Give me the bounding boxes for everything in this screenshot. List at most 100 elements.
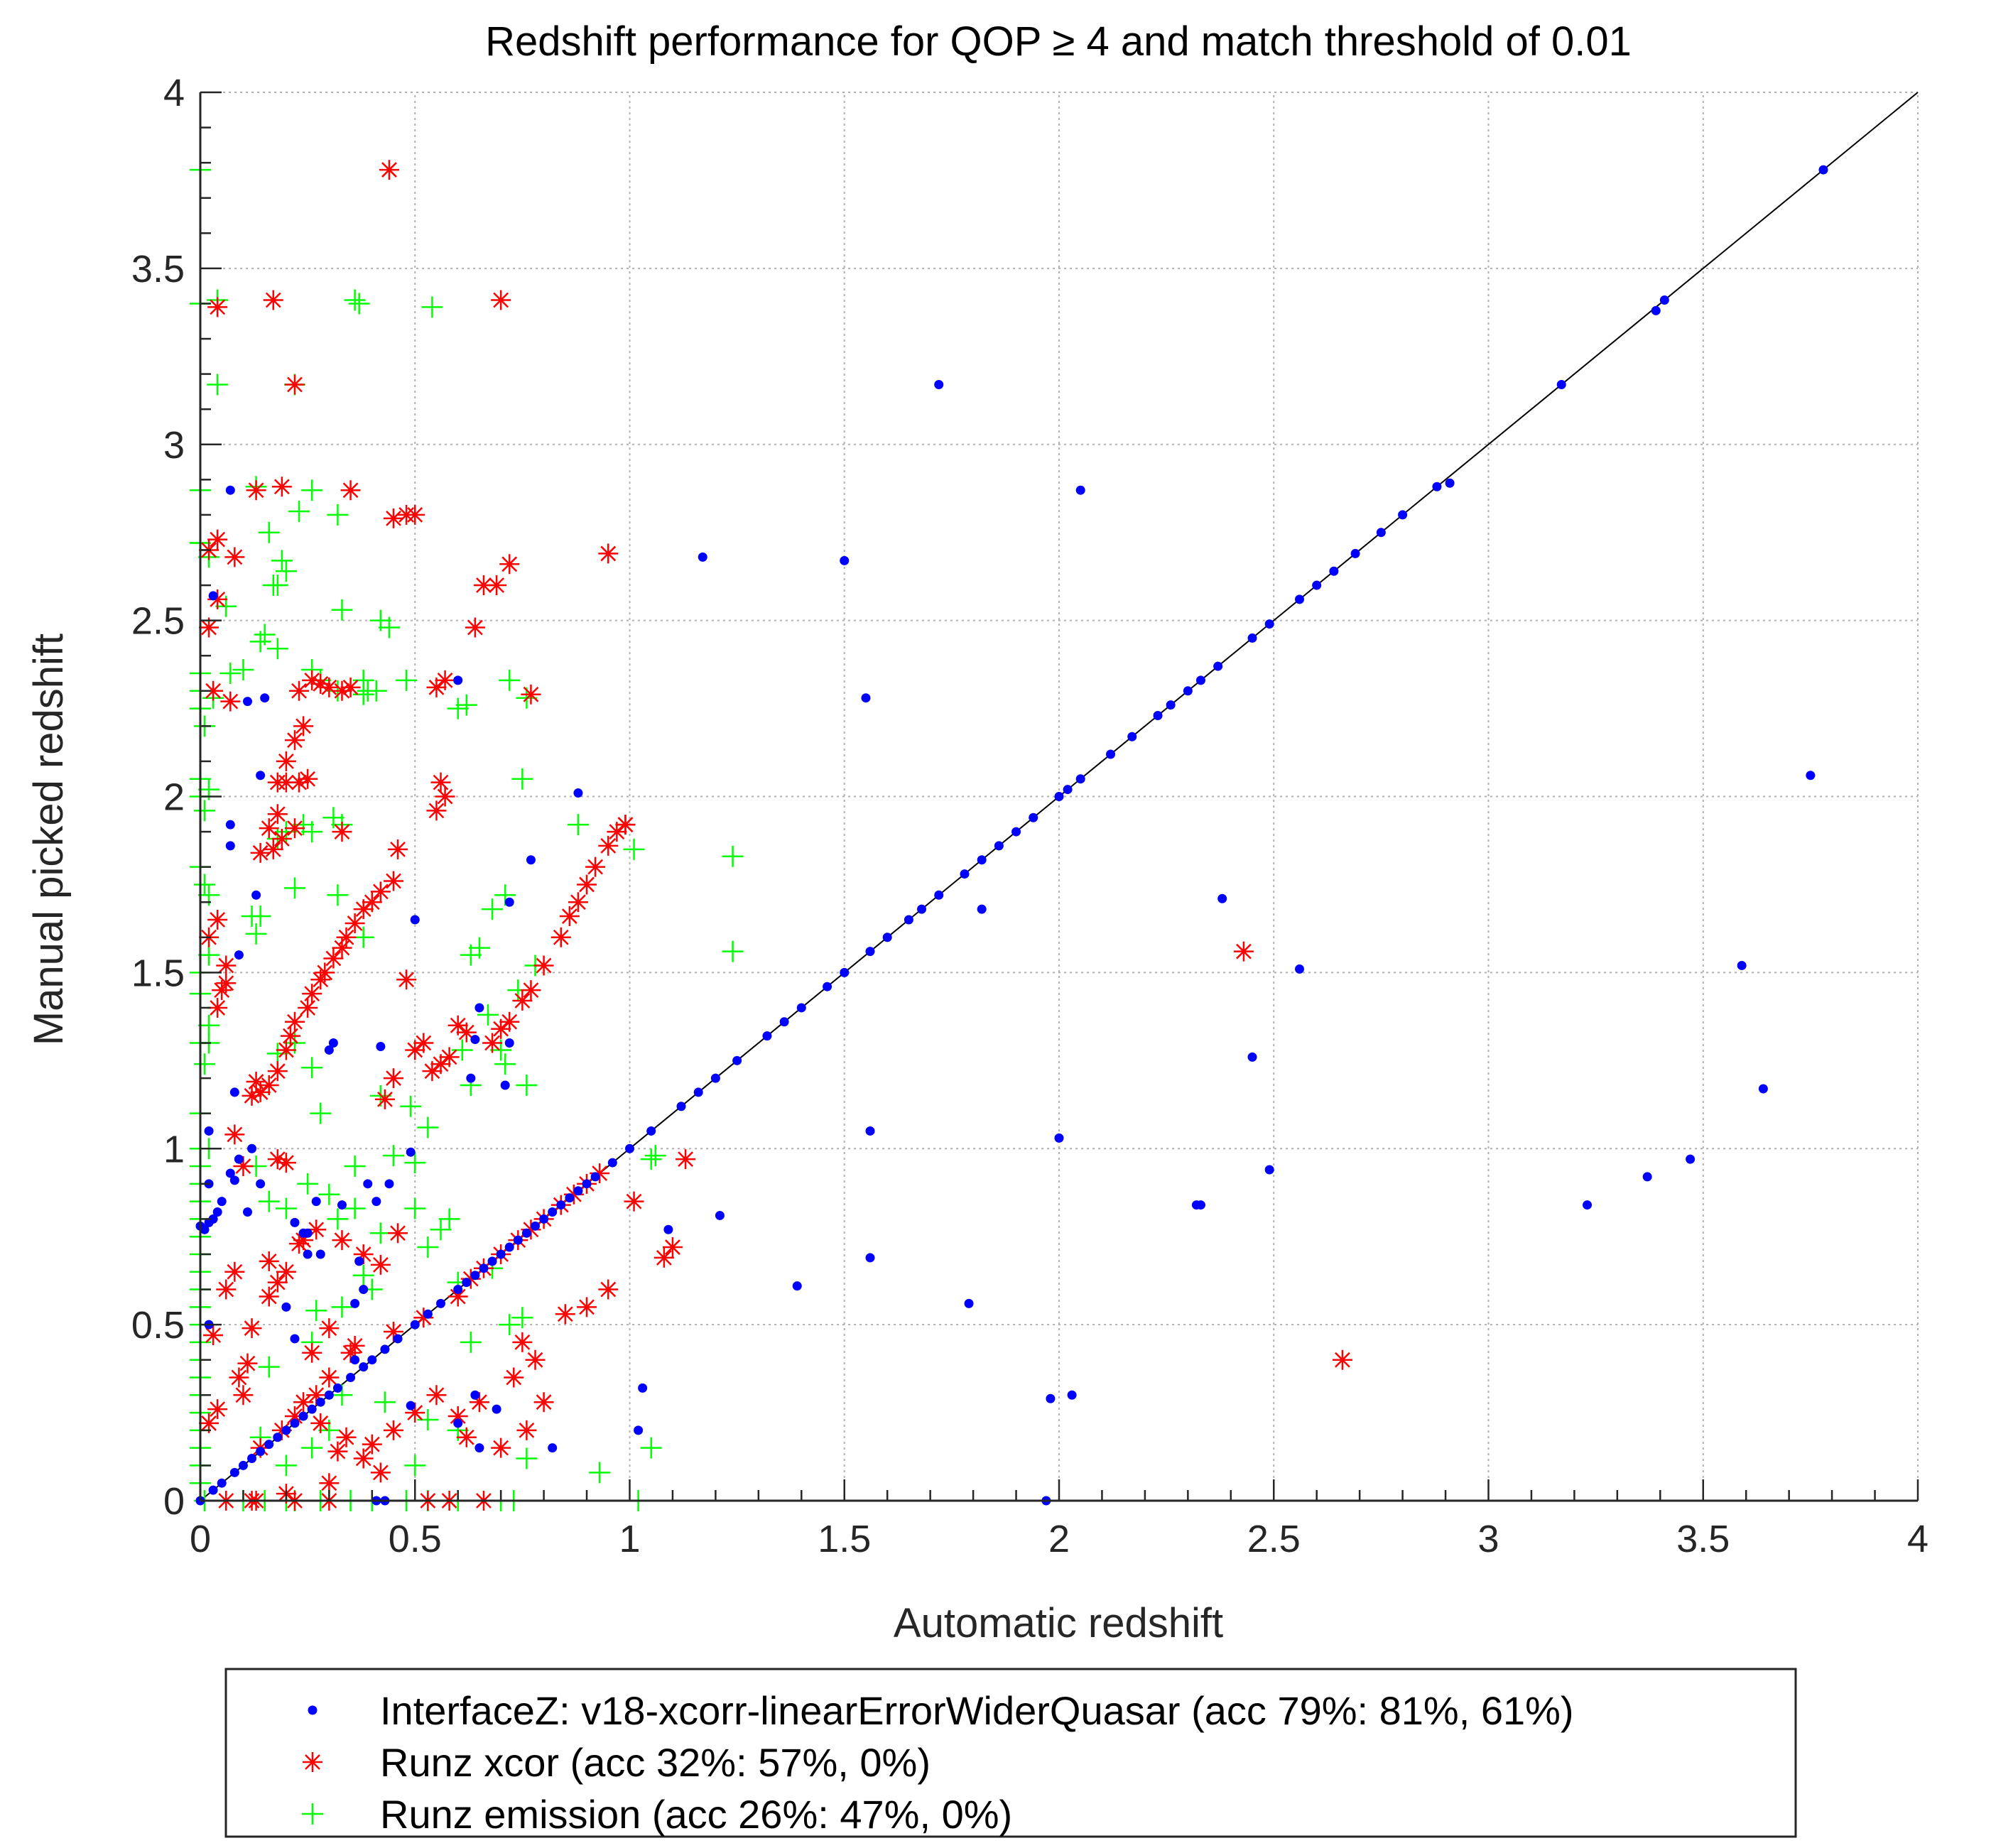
data-point xyxy=(199,1413,219,1433)
data-point xyxy=(455,694,477,716)
data-point xyxy=(423,1309,433,1319)
data-point xyxy=(242,1085,262,1106)
data-point xyxy=(1217,893,1227,903)
data-point xyxy=(315,962,335,983)
data-point xyxy=(865,1253,875,1263)
data-point xyxy=(246,480,266,501)
data-point xyxy=(1046,1393,1056,1403)
data-point xyxy=(266,638,288,660)
data-point xyxy=(332,1383,342,1393)
data-point xyxy=(340,480,361,501)
data-point xyxy=(404,1152,426,1174)
data-point xyxy=(663,1224,673,1234)
data-point xyxy=(1067,1390,1077,1400)
data-point xyxy=(499,1314,521,1336)
data-point xyxy=(290,1217,300,1227)
x-tick-label: 0 xyxy=(190,1518,211,1560)
data-point xyxy=(374,1089,395,1109)
y-tick-label: 4 xyxy=(163,72,185,114)
data-point xyxy=(245,923,267,945)
data-point xyxy=(250,1082,271,1102)
data-point xyxy=(315,1397,325,1407)
data-point xyxy=(280,1026,300,1046)
data-point xyxy=(1312,580,1322,590)
x-axis-title: Automatic redshift xyxy=(894,1600,1223,1646)
legend-entry: Runz emission (acc 26%: 47%, 0%) xyxy=(302,1792,1012,1837)
data-point xyxy=(426,800,447,821)
data-point xyxy=(1398,510,1408,520)
y-tick-label: 3.5 xyxy=(131,248,185,290)
data-point xyxy=(792,1281,802,1291)
data-point xyxy=(306,1219,327,1240)
legend: InterfaceZ: v18-xcorr-linearErrorWiderQu… xyxy=(224,1668,1797,1838)
data-point xyxy=(1029,812,1038,822)
y-tick-label: 3 xyxy=(163,424,185,467)
data-point xyxy=(499,554,520,575)
data-point xyxy=(882,933,892,942)
data-point xyxy=(229,1467,239,1477)
data-point xyxy=(310,673,331,694)
data-point xyxy=(487,1256,497,1266)
data-point xyxy=(470,1271,480,1281)
data-point xyxy=(977,855,987,865)
data-point xyxy=(263,839,283,859)
data-point xyxy=(417,1408,439,1430)
data-point xyxy=(327,1208,349,1230)
y-tick-label: 1 xyxy=(163,1128,185,1170)
data-point xyxy=(207,1399,228,1420)
data-point xyxy=(722,845,744,867)
data-point xyxy=(796,1003,806,1013)
data-point xyxy=(555,1304,575,1325)
data-point xyxy=(198,944,220,966)
data-point xyxy=(1583,1200,1593,1210)
data-point xyxy=(370,1462,391,1483)
data-point xyxy=(275,1455,297,1477)
data-point xyxy=(271,828,292,849)
data-point xyxy=(217,1478,227,1488)
data-point xyxy=(1166,700,1176,710)
data-point xyxy=(225,820,235,830)
data-point xyxy=(359,1362,369,1372)
data-point xyxy=(350,1355,360,1365)
data-point xyxy=(1758,1084,1768,1094)
data-point xyxy=(256,1179,266,1189)
data-point xyxy=(207,910,228,930)
data-point xyxy=(259,1286,279,1307)
data-point xyxy=(904,915,913,925)
data-point xyxy=(315,1249,325,1259)
data-point xyxy=(521,980,541,1001)
data-point xyxy=(577,1297,597,1317)
data-point xyxy=(290,1334,300,1344)
data-point xyxy=(1332,1349,1352,1370)
data-point xyxy=(550,927,571,947)
data-point xyxy=(512,1332,533,1352)
data-point xyxy=(284,1406,305,1427)
data-point xyxy=(640,1437,662,1459)
data-point xyxy=(383,1145,405,1167)
data-point xyxy=(590,1172,600,1182)
data-point xyxy=(1818,165,1828,175)
data-point xyxy=(698,552,707,562)
data-point xyxy=(426,1385,447,1406)
data-point xyxy=(615,815,636,835)
data-point xyxy=(469,1392,489,1413)
data-point xyxy=(301,1437,323,1459)
data-point xyxy=(865,1126,875,1136)
data-point xyxy=(516,1075,538,1097)
data-point xyxy=(1195,675,1205,685)
data-point xyxy=(585,857,606,877)
data-point xyxy=(264,1440,274,1450)
y-tick-label: 1.5 xyxy=(131,952,185,994)
data-point xyxy=(468,937,490,959)
data-point xyxy=(1295,964,1305,974)
data-point xyxy=(233,1156,254,1177)
data-point xyxy=(258,1356,280,1378)
data-point xyxy=(276,772,296,793)
data-point xyxy=(233,1385,254,1406)
data-point xyxy=(556,1200,566,1210)
data-point xyxy=(362,1434,382,1455)
data-point xyxy=(242,1318,262,1339)
data-point xyxy=(607,822,627,842)
data-point xyxy=(276,1261,296,1282)
data-point xyxy=(715,1210,725,1220)
